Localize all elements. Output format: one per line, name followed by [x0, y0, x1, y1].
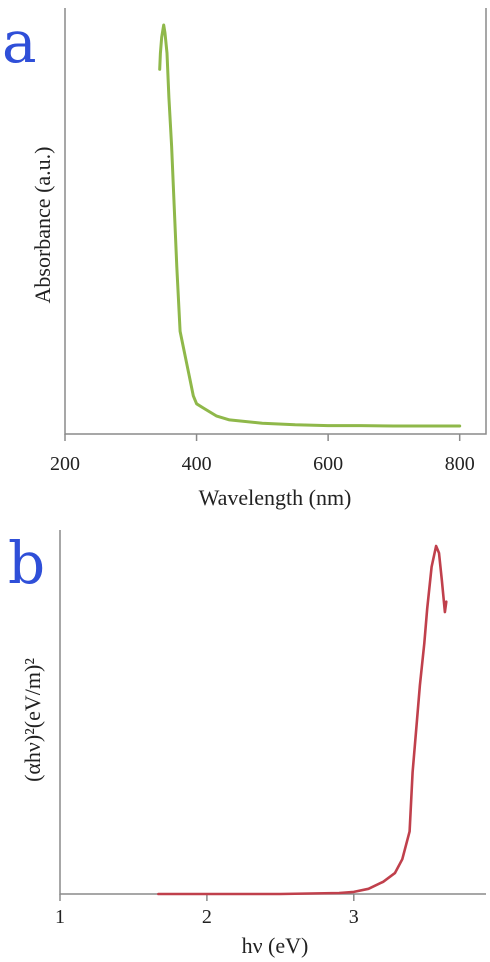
x-tick-label: 800 — [445, 453, 475, 475]
x-tick-label: 1 — [55, 906, 65, 928]
panel-b-letter: b — [8, 529, 45, 597]
panel-b-axes-frame — [59, 530, 486, 895]
panel-a-letter: a — [2, 8, 37, 76]
panel-b-series-line — [157, 544, 448, 896]
panel-a-axes-frame — [64, 8, 487, 435]
panel-b: b 1 2 3 hν (eV) (αhν)²(eV/m)² — [8, 529, 486, 958]
panel-a: a 200 400 600 800 Wavelength (nm) Absorbanc… — [2, 8, 487, 510]
panel-a-y-axis-label: Absorbance (a.u.) — [30, 147, 55, 304]
x-tick-label: 2 — [202, 906, 212, 928]
panel-a-series-line — [158, 23, 462, 428]
panel-a-x-ticks: 200 400 600 800 — [50, 434, 475, 475]
x-tick-label: 400 — [182, 453, 212, 475]
panel-b-x-axis-label: hν (eV) — [242, 933, 309, 958]
panel-b-y-axis-label: (αhν)²(eV/m)² — [20, 658, 45, 782]
panel-b-x-ticks: 1 2 3 — [55, 894, 359, 928]
panel-a-x-axis-label: Wavelength (nm) — [199, 485, 352, 510]
x-tick-label: 600 — [313, 453, 343, 475]
x-tick-label: 200 — [50, 453, 80, 475]
x-tick-label: 3 — [349, 906, 359, 928]
